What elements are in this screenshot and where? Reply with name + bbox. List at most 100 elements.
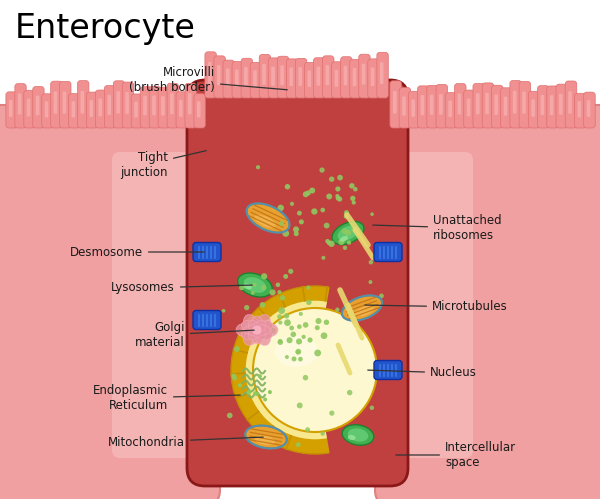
FancyBboxPatch shape: [176, 92, 187, 128]
FancyBboxPatch shape: [587, 100, 590, 117]
FancyBboxPatch shape: [193, 310, 221, 329]
FancyBboxPatch shape: [500, 88, 512, 128]
FancyBboxPatch shape: [326, 65, 329, 85]
Circle shape: [278, 320, 283, 325]
Ellipse shape: [338, 226, 358, 241]
FancyBboxPatch shape: [350, 59, 361, 98]
Text: Microtubules: Microtubules: [365, 300, 508, 313]
Circle shape: [311, 208, 317, 215]
FancyBboxPatch shape: [298, 67, 302, 86]
Circle shape: [305, 427, 310, 432]
Circle shape: [324, 223, 329, 229]
FancyBboxPatch shape: [179, 100, 182, 117]
Ellipse shape: [340, 236, 348, 242]
FancyBboxPatch shape: [277, 56, 289, 98]
FancyBboxPatch shape: [143, 96, 147, 115]
Ellipse shape: [258, 321, 272, 333]
FancyBboxPatch shape: [574, 93, 586, 128]
Circle shape: [299, 220, 304, 225]
FancyBboxPatch shape: [341, 57, 352, 98]
Circle shape: [297, 324, 302, 329]
FancyBboxPatch shape: [262, 64, 266, 85]
Ellipse shape: [254, 329, 260, 338]
Ellipse shape: [242, 321, 256, 333]
FancyBboxPatch shape: [522, 91, 526, 114]
FancyBboxPatch shape: [152, 95, 156, 115]
Circle shape: [275, 282, 280, 287]
Circle shape: [253, 391, 257, 395]
FancyBboxPatch shape: [42, 94, 53, 128]
Ellipse shape: [236, 323, 254, 337]
Circle shape: [322, 256, 325, 260]
FancyBboxPatch shape: [559, 94, 563, 115]
FancyBboxPatch shape: [122, 82, 134, 128]
Circle shape: [247, 323, 251, 326]
Circle shape: [320, 208, 325, 213]
Circle shape: [306, 299, 311, 305]
Circle shape: [286, 337, 293, 343]
FancyBboxPatch shape: [167, 83, 178, 128]
Circle shape: [251, 291, 255, 295]
Circle shape: [337, 197, 342, 202]
Circle shape: [298, 357, 303, 361]
Circle shape: [316, 318, 322, 324]
Circle shape: [278, 339, 282, 343]
FancyBboxPatch shape: [59, 81, 71, 128]
Circle shape: [269, 327, 275, 334]
Ellipse shape: [256, 328, 266, 340]
Text: Endoplasmic
Reticulum: Endoplasmic Reticulum: [93, 384, 240, 412]
Circle shape: [284, 313, 289, 318]
Circle shape: [297, 403, 302, 408]
Circle shape: [325, 239, 330, 244]
FancyBboxPatch shape: [547, 86, 559, 128]
Text: Enterocyte: Enterocyte: [15, 12, 196, 45]
Circle shape: [288, 269, 293, 274]
FancyBboxPatch shape: [71, 101, 75, 117]
Circle shape: [285, 184, 290, 190]
FancyBboxPatch shape: [485, 93, 489, 114]
Circle shape: [329, 177, 334, 182]
Ellipse shape: [248, 325, 257, 332]
Circle shape: [319, 168, 325, 173]
FancyBboxPatch shape: [15, 84, 26, 128]
FancyBboxPatch shape: [577, 101, 581, 117]
Circle shape: [277, 290, 281, 294]
FancyBboxPatch shape: [473, 83, 485, 128]
Ellipse shape: [342, 425, 374, 445]
FancyBboxPatch shape: [476, 93, 479, 114]
FancyBboxPatch shape: [268, 58, 280, 98]
FancyBboxPatch shape: [510, 80, 521, 128]
FancyBboxPatch shape: [445, 92, 457, 128]
Circle shape: [328, 241, 335, 247]
Ellipse shape: [244, 325, 256, 334]
FancyBboxPatch shape: [24, 90, 35, 128]
Ellipse shape: [254, 436, 275, 445]
FancyBboxPatch shape: [374, 243, 402, 261]
FancyBboxPatch shape: [18, 93, 22, 114]
FancyBboxPatch shape: [250, 62, 262, 98]
Circle shape: [335, 307, 340, 312]
Ellipse shape: [248, 328, 257, 335]
FancyBboxPatch shape: [193, 243, 221, 261]
Ellipse shape: [254, 322, 260, 331]
FancyBboxPatch shape: [304, 62, 316, 98]
FancyBboxPatch shape: [529, 91, 540, 128]
FancyBboxPatch shape: [565, 81, 577, 128]
FancyBboxPatch shape: [197, 101, 200, 117]
FancyBboxPatch shape: [377, 52, 388, 98]
FancyBboxPatch shape: [584, 92, 595, 128]
Circle shape: [231, 373, 236, 379]
Circle shape: [238, 383, 242, 387]
Ellipse shape: [354, 305, 374, 316]
FancyBboxPatch shape: [280, 65, 284, 85]
FancyBboxPatch shape: [390, 81, 401, 128]
Circle shape: [292, 356, 296, 361]
FancyBboxPatch shape: [393, 91, 397, 114]
Circle shape: [283, 274, 288, 279]
FancyBboxPatch shape: [158, 87, 169, 128]
FancyBboxPatch shape: [412, 99, 415, 117]
FancyBboxPatch shape: [244, 67, 248, 86]
Ellipse shape: [256, 314, 271, 331]
Circle shape: [297, 211, 302, 216]
Circle shape: [247, 326, 252, 331]
